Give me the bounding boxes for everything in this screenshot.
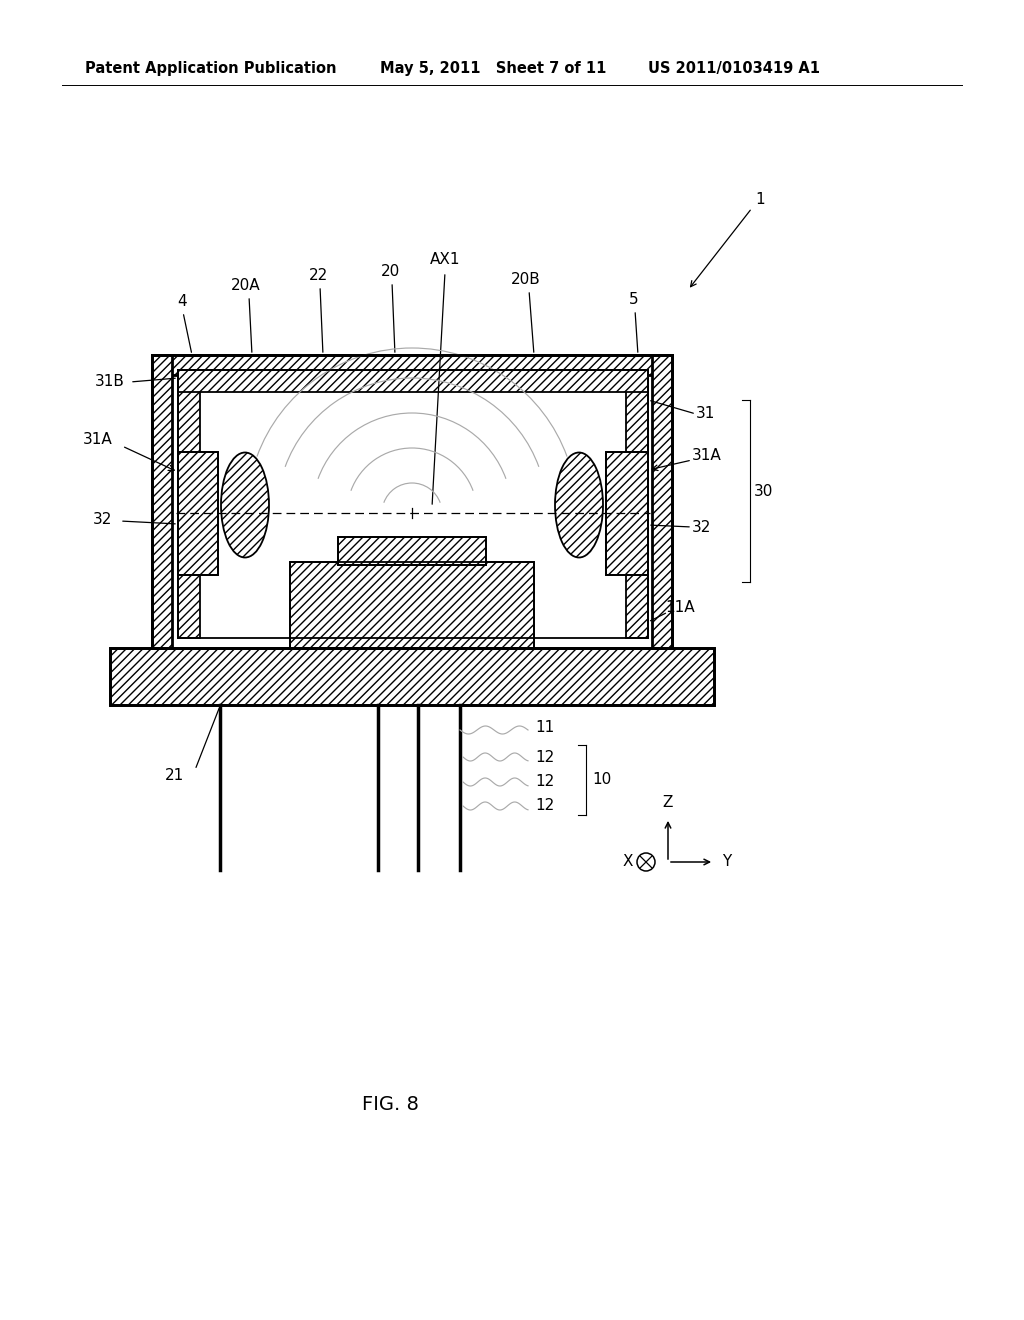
Bar [606, 451, 648, 576]
Bar [178, 370, 648, 638]
Bar [338, 537, 486, 565]
Text: 20B: 20B [511, 272, 541, 288]
Text: 30: 30 [754, 483, 773, 499]
Text: 31A: 31A [692, 449, 722, 463]
Text: Z: Z [663, 795, 673, 810]
Text: 10: 10 [592, 772, 611, 788]
Text: AX1: AX1 [430, 252, 460, 268]
Text: 32: 32 [92, 512, 112, 528]
Text: FIG. 8: FIG. 8 [361, 1096, 419, 1114]
Text: 32: 32 [692, 520, 712, 536]
Text: 1: 1 [755, 193, 765, 207]
Text: US 2011/0103419 A1: US 2011/0103419 A1 [648, 61, 820, 75]
Text: Patent Application Publication: Patent Application Publication [85, 61, 337, 75]
Bar [152, 355, 172, 648]
Bar [178, 370, 200, 638]
Bar [110, 648, 714, 705]
Bar [152, 355, 672, 648]
Text: 5: 5 [629, 293, 639, 308]
Bar [652, 355, 672, 648]
Bar [152, 355, 672, 375]
Bar [290, 562, 534, 648]
Text: 31: 31 [696, 407, 716, 421]
Text: X: X [623, 854, 633, 870]
Ellipse shape [555, 453, 603, 557]
Bar [338, 537, 486, 565]
Text: 22: 22 [308, 268, 328, 284]
Text: May 5, 2011   Sheet 7 of 11: May 5, 2011 Sheet 7 of 11 [380, 61, 606, 75]
Text: Y: Y [722, 854, 731, 870]
Text: 12: 12 [535, 775, 554, 789]
Ellipse shape [221, 453, 269, 557]
Text: 12: 12 [535, 750, 554, 764]
Bar [110, 648, 714, 705]
Bar [606, 451, 648, 576]
Text: 31A: 31A [83, 433, 113, 447]
Text: 11A: 11A [665, 601, 694, 615]
Bar [152, 355, 672, 648]
Bar [290, 562, 534, 648]
Bar [626, 370, 648, 638]
Text: 12: 12 [535, 799, 554, 813]
Bar [178, 451, 218, 576]
Text: 31B: 31B [95, 375, 125, 389]
Text: 20: 20 [380, 264, 399, 280]
Bar [178, 451, 218, 576]
Text: 20A: 20A [231, 279, 261, 293]
Text: 11: 11 [535, 721, 554, 735]
Bar [178, 370, 648, 392]
Text: 4: 4 [177, 294, 186, 309]
Text: 21: 21 [165, 767, 184, 783]
